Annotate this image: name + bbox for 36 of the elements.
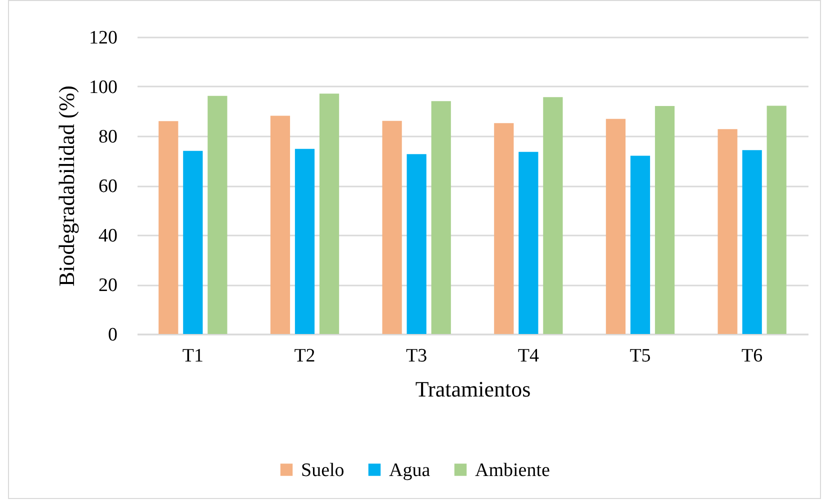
bar (742, 150, 762, 334)
legend-label: Agua (389, 460, 431, 481)
bar (518, 152, 538, 334)
y-tick-label: 80 (98, 126, 118, 148)
bar (543, 97, 563, 334)
legend-label: Suelo (301, 460, 344, 481)
legend-label: Ambiente (475, 460, 550, 481)
x-tick-label: T4 (518, 346, 540, 366)
y-tick-label: 100 (89, 77, 118, 98)
bar (718, 129, 738, 334)
bar (766, 106, 786, 334)
y-tick-label: 120 (89, 28, 118, 48)
y-axis-title: Biodegradabilidad (%) (54, 86, 79, 286)
y-tick-label: 40 (98, 226, 118, 246)
y-tick-label: 20 (98, 275, 118, 296)
x-tick-label: T5 (630, 346, 651, 366)
x-tick-label: T2 (294, 346, 316, 366)
bar (294, 148, 315, 334)
bar (270, 116, 290, 334)
bar (208, 96, 228, 334)
bar (630, 156, 650, 334)
x-tick-label: T6 (742, 346, 763, 366)
bar (606, 118, 626, 334)
y-tick-label: 60 (98, 176, 118, 197)
x-tick-label: T1 (182, 346, 204, 366)
bar (431, 101, 451, 334)
bar (406, 154, 426, 334)
x-tick-label: T3 (406, 346, 428, 366)
x-axis-title: Tratamientos (415, 376, 531, 402)
bar (183, 150, 203, 334)
bar (654, 106, 675, 334)
bar (158, 121, 178, 334)
bar (494, 123, 514, 334)
y-tick-label: 0 (108, 324, 118, 346)
bar (382, 120, 402, 334)
bar (319, 94, 340, 334)
